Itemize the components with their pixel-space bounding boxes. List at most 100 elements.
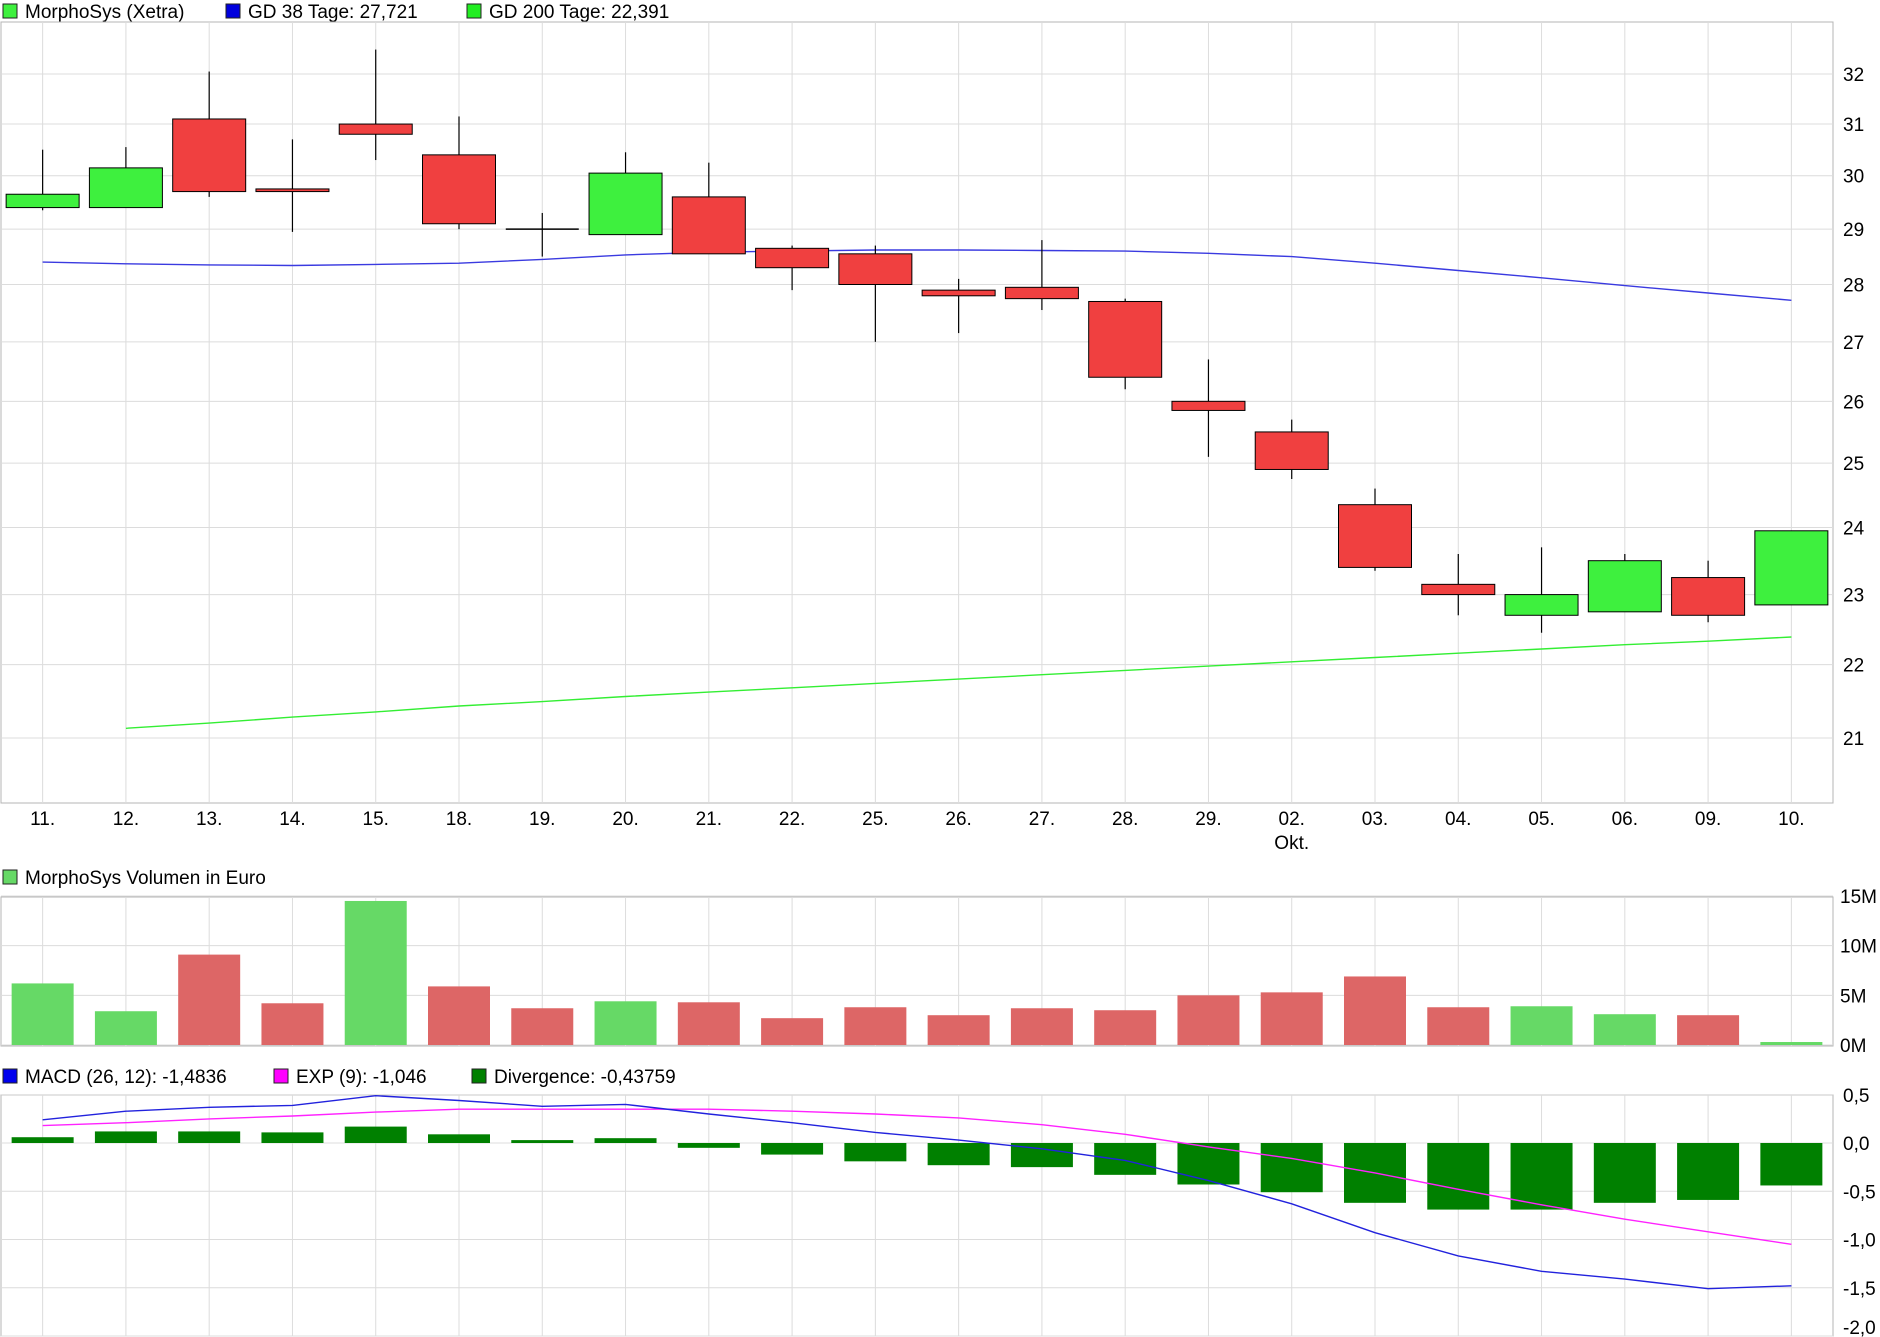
- legend-swatch: [2, 3, 18, 19]
- candle-body: [1421, 583, 1496, 596]
- y-tick-label: 5M: [1840, 986, 1866, 1007]
- y-tick-label: 15M: [1840, 887, 1877, 908]
- candle-body: [172, 118, 247, 193]
- divergence-bar: [594, 1138, 657, 1143]
- divergence-bar: [927, 1143, 990, 1166]
- y-tick-label: -1,0: [1843, 1231, 1876, 1252]
- y-tick-label: 26: [1843, 392, 1864, 413]
- x-tick-label: 13.: [196, 809, 222, 830]
- y-tick-label: 0,5: [1843, 1086, 1869, 1107]
- price-panel: MorphoSys (Xetra) GD 38 Tage: 27,721 GD 20…: [0, 2, 1865, 854]
- y-tick-label: 27: [1843, 333, 1864, 354]
- candle-body: [1171, 400, 1246, 411]
- divergence-bar: [1760, 1143, 1823, 1186]
- gd38-line: [42, 249, 1792, 301]
- y-tick-label: 25: [1843, 454, 1864, 475]
- x-tick-label: 02.: [1279, 809, 1305, 830]
- candle-body: [255, 188, 330, 193]
- volume-bar: [1510, 1006, 1573, 1045]
- y-tick-label: 21: [1843, 729, 1864, 750]
- volume-bar: [1177, 995, 1240, 1045]
- candle-body: [1671, 577, 1746, 616]
- divergence-bar: [11, 1137, 74, 1143]
- volume-bar: [344, 900, 407, 1045]
- candle-body: [755, 247, 830, 269]
- volume-bar: [261, 1003, 324, 1045]
- divergence-bar: [1094, 1143, 1157, 1175]
- volume-bar: [511, 1008, 574, 1045]
- legend-label: GD 38 Tage: 27,721: [248, 2, 418, 23]
- x-tick-label: 27.: [1029, 809, 1055, 830]
- volume-bar: [11, 983, 74, 1045]
- y-tick-label: 23: [1843, 586, 1864, 607]
- y-tick-label: 0M: [1840, 1036, 1866, 1057]
- candle-body: [1587, 560, 1662, 613]
- macd-plot-frame: [0, 1094, 1834, 1337]
- divergence-bar: [677, 1143, 740, 1148]
- volume-bar: [178, 954, 241, 1045]
- divergence-bar: [1677, 1143, 1740, 1200]
- legend-label: MACD (26, 12): -1,4836: [25, 1067, 227, 1088]
- candle-body: [5, 193, 80, 209]
- legend-swatch: [273, 1068, 289, 1084]
- y-tick-label: -1,5: [1843, 1279, 1876, 1300]
- exp-line: [42, 1108, 1792, 1245]
- volume-bar: [1344, 976, 1406, 1045]
- x-tick-label: 15.: [363, 809, 389, 830]
- volume-panel: MorphoSys Volumen in Euro 0M 5M 10M 15M: [0, 868, 1877, 1057]
- legend-label: EXP (9): -1,046: [296, 1067, 427, 1088]
- legend-label: GD 200 Tage: 22,391: [489, 2, 669, 23]
- x-tick-label: 06.: [1612, 809, 1638, 830]
- volume-bar: [1010, 1008, 1073, 1045]
- candle-body: [1254, 431, 1329, 470]
- legend-swatch: [2, 869, 18, 885]
- y-tick-label: 24: [1843, 519, 1865, 540]
- legend-label: Divergence: -0,43759: [494, 1067, 676, 1088]
- x-tick-label: 11.: [30, 809, 55, 830]
- price-plot-frame: [0, 21, 1834, 804]
- y-tick-label: 28: [1843, 275, 1864, 296]
- x-tick-label: 18.: [446, 809, 472, 830]
- y-tick-label: 0,0: [1843, 1134, 1869, 1155]
- x-tick-label: 19.: [529, 809, 555, 830]
- x-tick-label: 26.: [945, 809, 971, 830]
- x-tick-label: 22.: [779, 809, 805, 830]
- x-tick-label: 29.: [1195, 809, 1221, 830]
- divergence-bar: [344, 1126, 407, 1143]
- volume-bar: [677, 1002, 740, 1045]
- legend-label: MorphoSys Volumen in Euro: [25, 868, 266, 889]
- y-tick-label: 32: [1843, 65, 1864, 86]
- divergence-bar: [428, 1134, 490, 1143]
- volume-bar: [927, 1015, 990, 1045]
- candle-body: [1004, 286, 1079, 300]
- legend-swatch: [2, 1068, 18, 1084]
- volume-bar: [1427, 1007, 1490, 1045]
- divergence-bar: [1260, 1143, 1323, 1193]
- gd200-line: [125, 636, 1792, 729]
- volume-bar: [1593, 1014, 1656, 1045]
- macd-panel: MACD (26, 12): -1,4836 EXP (9): -1,046 Div…: [0, 1067, 1876, 1337]
- legend-swatch: [225, 3, 241, 19]
- candle-body: [88, 167, 163, 209]
- candle-body: [588, 172, 663, 236]
- divergence-bar: [178, 1131, 241, 1143]
- x-tick-label: 14.: [279, 809, 305, 830]
- volume-bar: [1677, 1015, 1740, 1045]
- candle-body: [671, 196, 746, 255]
- divergence-bar: [1510, 1143, 1573, 1210]
- y-tick-label: -0,5: [1843, 1182, 1876, 1203]
- x-tick-label: 04.: [1445, 809, 1471, 830]
- volume-bar: [94, 1011, 157, 1045]
- x-tick-month-label: Okt.: [1274, 833, 1309, 854]
- candle-body: [422, 154, 496, 225]
- legend-label: MorphoSys (Xetra): [25, 2, 184, 23]
- divergence-bar: [94, 1131, 157, 1143]
- volume-bar: [428, 986, 490, 1045]
- y-tick-label: 30: [1843, 167, 1864, 188]
- volume-bar: [1760, 1042, 1823, 1045]
- x-tick-label: 10.: [1778, 809, 1804, 830]
- volume-bar: [844, 1007, 907, 1045]
- volume-bar: [594, 1001, 657, 1045]
